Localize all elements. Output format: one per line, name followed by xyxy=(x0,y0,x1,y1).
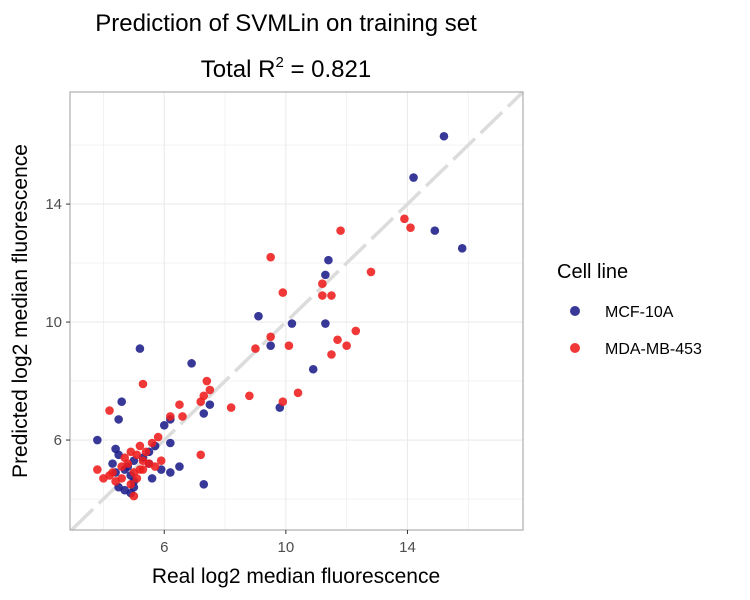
point-mda-mb-453 xyxy=(123,459,133,468)
point-mda-mb-453 xyxy=(156,456,166,465)
data-points xyxy=(93,131,467,501)
point-mcf-10a xyxy=(287,319,297,328)
point-mda-mb-453 xyxy=(166,412,175,421)
point-mcf-10a xyxy=(114,415,123,424)
legend-label-mda-mb-453: MDA-MB-453 xyxy=(605,341,702,358)
point-mda-mb-453 xyxy=(178,412,187,421)
point-mda-mb-453 xyxy=(333,335,342,345)
point-mcf-10a xyxy=(321,319,330,328)
y-axis-title: Predicted log2 median fluorescence xyxy=(9,144,32,478)
point-mda-mb-453 xyxy=(342,341,351,350)
point-mda-mb-453 xyxy=(366,267,376,277)
legend-label-mcf-10a: MCF-10A xyxy=(605,304,674,321)
point-mcf-10a xyxy=(147,474,157,483)
chart-subtitle: Total R2 = 0.821 xyxy=(201,54,371,83)
point-mcf-10a xyxy=(93,435,102,445)
y-tick-label: 10 xyxy=(45,314,62,331)
point-mda-mb-453 xyxy=(266,252,275,262)
point-mcf-10a xyxy=(159,420,169,430)
legend-key-mda-mb-453 xyxy=(570,343,580,353)
y-tick-label: 14 xyxy=(45,196,62,213)
point-mda-mb-453 xyxy=(226,403,236,412)
point-mda-mb-453 xyxy=(132,474,142,483)
point-mcf-10a xyxy=(439,131,449,141)
point-mda-mb-453 xyxy=(284,341,294,350)
point-mcf-10a xyxy=(457,244,467,253)
point-mda-mb-453 xyxy=(318,279,327,289)
point-mda-mb-453 xyxy=(278,397,288,406)
y-tick-label: 6 xyxy=(54,432,62,449)
point-mda-mb-453 xyxy=(318,291,327,300)
y-axis-ticks: 6 10 14 xyxy=(45,196,70,449)
legend: Cell line MCF-10A MDA-MB-453 xyxy=(557,261,702,358)
point-mda-mb-453 xyxy=(336,226,345,235)
x-tick-label: 6 xyxy=(160,539,168,556)
point-mda-mb-453 xyxy=(327,350,336,359)
point-mda-mb-453 xyxy=(205,385,215,395)
chart-title: Prediction of SVMLin on training set xyxy=(95,10,477,37)
point-mda-mb-453 xyxy=(245,391,254,401)
point-mda-mb-453 xyxy=(135,441,145,451)
point-mcf-10a xyxy=(199,409,209,418)
point-mcf-10a xyxy=(430,226,440,235)
point-mda-mb-453 xyxy=(406,223,415,232)
x-axis-ticks: 6 10 14 xyxy=(160,530,416,556)
point-mda-mb-453 xyxy=(153,432,163,442)
point-mcf-10a xyxy=(166,438,175,448)
point-mcf-10a xyxy=(409,173,418,182)
point-mda-mb-453 xyxy=(251,344,260,353)
x-tick-label: 14 xyxy=(399,539,416,556)
x-tick-label: 10 xyxy=(278,539,295,556)
identity-line xyxy=(70,90,525,532)
point-mda-mb-453 xyxy=(105,406,114,415)
point-mda-mb-453 xyxy=(196,397,206,406)
point-mda-mb-453 xyxy=(93,465,102,474)
point-mda-mb-453 xyxy=(150,462,160,471)
point-mcf-10a xyxy=(266,341,275,350)
point-mda-mb-453 xyxy=(126,479,136,489)
point-mda-mb-453 xyxy=(138,379,148,389)
point-mcf-10a xyxy=(135,344,145,353)
point-mda-mb-453 xyxy=(126,447,136,457)
legend-key-mcf-10a xyxy=(570,306,580,316)
panel-border xyxy=(69,91,524,531)
point-mcf-10a xyxy=(321,270,330,280)
point-mcf-10a xyxy=(199,479,209,489)
point-mcf-10a xyxy=(117,397,126,406)
point-mda-mb-453 xyxy=(129,491,139,501)
point-mda-mb-453 xyxy=(105,471,114,480)
point-mda-mb-453 xyxy=(117,474,126,483)
point-mcf-10a xyxy=(324,255,333,265)
point-mda-mb-453 xyxy=(202,376,212,386)
point-mda-mb-453 xyxy=(327,291,336,300)
point-mcf-10a xyxy=(254,311,263,321)
x-axis-title: Real log2 median fluorescence xyxy=(152,565,440,588)
point-mcf-10a xyxy=(108,459,117,468)
point-mda-mb-453 xyxy=(293,388,303,398)
point-mcf-10a xyxy=(308,364,318,374)
point-mda-mb-453 xyxy=(400,214,409,224)
point-mda-mb-453 xyxy=(175,400,184,409)
point-mda-mb-453 xyxy=(266,332,275,342)
point-mcf-10a xyxy=(166,468,175,477)
point-mcf-10a xyxy=(187,359,196,368)
legend-title: Cell line xyxy=(557,261,628,283)
point-mda-mb-453 xyxy=(278,288,288,297)
point-mda-mb-453 xyxy=(141,447,151,457)
point-mda-mb-453 xyxy=(351,326,361,336)
point-mcf-10a xyxy=(175,462,184,471)
point-mda-mb-453 xyxy=(196,450,206,460)
point-mda-mb-453 xyxy=(138,465,148,474)
point-mda-mb-453 xyxy=(147,438,157,448)
point-mcf-10a xyxy=(205,400,215,409)
